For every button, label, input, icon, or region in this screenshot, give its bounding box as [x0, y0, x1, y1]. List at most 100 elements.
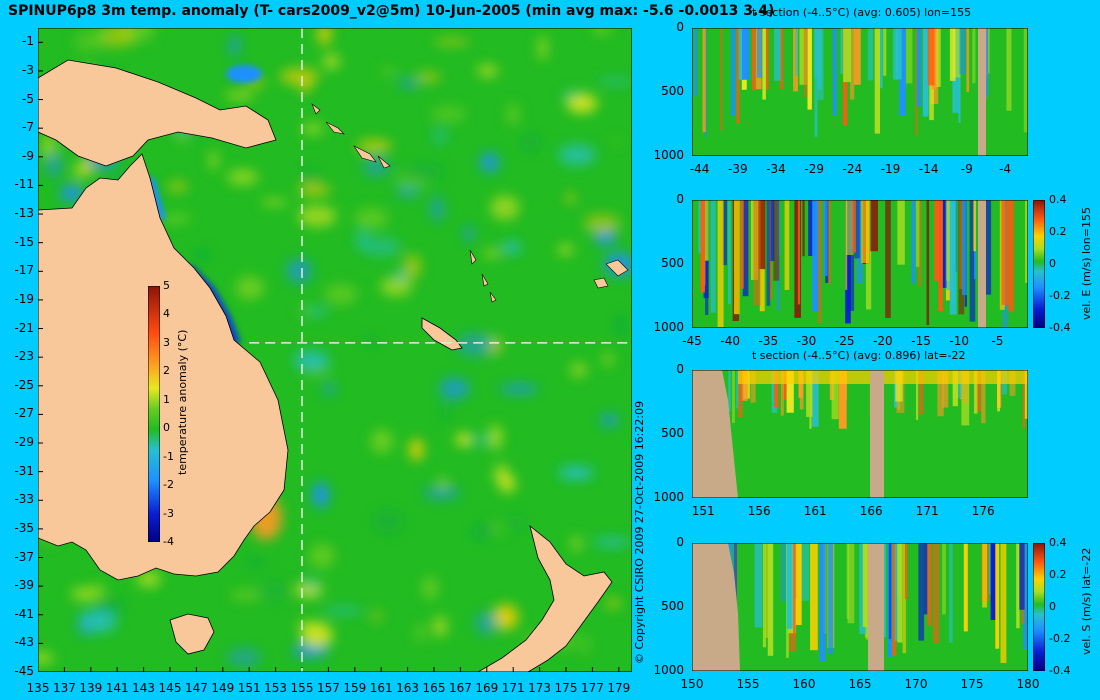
p3-y-tick-1: 500 [661, 426, 684, 440]
p2-y-tick-2: 1000 [653, 320, 684, 334]
map-lon-tick-2: 139 [79, 681, 103, 695]
p3-x-tick-2: 161 [803, 504, 827, 518]
p4-x-tick-3: 165 [848, 677, 872, 691]
map-lon-tick-17: 169 [475, 681, 499, 695]
map-lon-tick-22: 179 [607, 681, 631, 695]
p1-x-tick-6: -14 [918, 162, 939, 176]
map-lon-tick-8: 151 [237, 681, 261, 695]
p1-x-tick-7: -9 [960, 162, 973, 176]
p2-x-tick-5: -20 [873, 334, 893, 348]
p2-x-tick-3: -30 [796, 334, 817, 348]
p3-y-tick-2: 1000 [653, 490, 684, 504]
map-lat-tick-21: -43 [14, 635, 34, 650]
map-lon-tick-9: 153 [264, 681, 288, 695]
map-lon-tick-7: 149 [211, 681, 235, 695]
map-lat-tick-6: -13 [14, 206, 34, 221]
map-lon-tick-1: 137 [52, 681, 76, 695]
p3-x-tick-5: 176 [971, 504, 995, 518]
land-new-zealand [477, 524, 613, 672]
map-lon-tick-13: 161 [369, 681, 393, 695]
panel3-land-gap [870, 370, 884, 498]
p4-cbar-tick-2: 0 [1049, 600, 1056, 613]
p2-cbar-tick-3: -0.2 [1049, 289, 1071, 302]
land-solomon-islands [311, 103, 391, 169]
p4-x-tick-0: 150 [680, 677, 704, 691]
panel4-vel-south-section [692, 543, 1028, 671]
land-new-guinea [38, 59, 277, 167]
map-lon-tick-0: 135 [26, 681, 50, 695]
map-lon-tick-4: 143 [132, 681, 156, 695]
main-map [38, 28, 632, 672]
panel1-temp-section-lon [692, 28, 1028, 156]
map-lon-tick-5: 145 [158, 681, 182, 695]
colorbar-temperature-tick-5: 0 [163, 421, 170, 435]
page-title: SPINUP6p8 3m temp. anomaly (T- cars2009_… [8, 3, 775, 19]
colorbar-temperature-tick-6: -1 [163, 449, 174, 463]
colorbar-temperature-tick-9: -4 [163, 535, 174, 548]
map-lon-tick-16: 167 [448, 681, 472, 695]
map-lat-tick-8: -17 [14, 263, 34, 278]
map-lon-tick-11: 157 [316, 681, 340, 695]
colorbar-temperature-tick-7: -2 [163, 478, 174, 492]
map-lat-tick-19: -39 [14, 578, 34, 593]
p1-x-tick-5: -19 [880, 162, 901, 176]
p3-x-tick-0: 151 [691, 504, 715, 518]
map-lon-tick-15: 165 [422, 681, 446, 695]
panel1-title: t section (-4..5°C) (avg: 0.605) lon=155 [752, 6, 972, 19]
p4-x-tick-4: 170 [904, 677, 928, 691]
colorbar-temperature-label: temperature anomaly (°C) [176, 329, 189, 475]
p2-x-tick-7: -10 [949, 334, 970, 348]
p2-x-tick-8: -5 [991, 334, 1004, 348]
land-fiji [593, 259, 629, 289]
colorbar-temperature-tick-2: 3 [163, 335, 170, 349]
p3-y-tick-0: 0 [676, 362, 684, 376]
colorbar-temperature-tick-3: 2 [163, 364, 170, 378]
panel1-land-gap [978, 28, 986, 156]
panel4-land-shelf [692, 543, 740, 671]
copyright-text: © Copyright CSIRO 2009 27-Oct-2009 16:22… [633, 400, 646, 664]
colorbar-temperature-tick-8: -3 [163, 506, 174, 520]
map-lon-tick-10: 155 [290, 681, 314, 695]
p2-x-tick-1: -40 [720, 334, 740, 348]
p4-cbar-tick-4: -0.4 [1049, 664, 1071, 677]
land-tasmania [169, 613, 215, 655]
p1-x-tick-0: -44 [689, 162, 710, 176]
panel2-land-gap [978, 200, 986, 328]
p4-y-tick-1: 500 [661, 599, 684, 613]
p1-x-tick-4: -24 [842, 162, 863, 176]
map-lat-tick-20: -41 [14, 606, 34, 621]
land-vanuatu [469, 249, 497, 303]
map-lon-tick-3: 141 [105, 681, 129, 695]
p4-x-tick-2: 160 [792, 677, 816, 691]
map-lat-tick-11: -23 [14, 349, 34, 364]
map-lat-tick-15: -31 [14, 463, 34, 478]
panel2-vel-east-section [692, 200, 1028, 328]
p2-x-tick-2: -35 [758, 334, 779, 348]
p2-x-tick-6: -15 [911, 334, 931, 348]
p2-y-tick-0: 0 [676, 192, 684, 206]
colorbar-vel-south-label: vel. S (m/s) lat=-22 [1080, 547, 1093, 655]
map-lat-tick-13: -27 [14, 406, 34, 421]
map-lat-tick-17: -35 [14, 520, 34, 535]
map-lon-tick-14: 163 [396, 681, 420, 695]
panel3-land-shelf [692, 370, 738, 498]
colorbar-temperature-tick-1: 4 [163, 307, 170, 321]
map-lon-tick-18: 171 [501, 681, 525, 695]
p1-y-tick-1: 500 [661, 84, 684, 98]
p1-x-tick-1: -39 [728, 162, 748, 176]
map-lat-tick-12: -25 [14, 377, 34, 392]
map-lat-tick-1: -3 [22, 62, 34, 77]
p4-y-tick-2: 1000 [653, 663, 684, 677]
land-australia [38, 153, 289, 581]
p4-y-tick-0: 0 [676, 535, 684, 549]
map-lat-tick-9: -19 [14, 291, 34, 306]
map-lon-tick-21: 177 [580, 681, 604, 695]
map-lat-tick-7: -15 [14, 234, 34, 249]
p2-x-tick-4: -25 [834, 334, 855, 348]
colorbar-temperature-tick-0: 5 [163, 279, 170, 292]
map-lon-tick-6: 147 [184, 681, 208, 695]
land-new-caledonia [421, 317, 463, 351]
map-lat-tick-16: -33 [14, 492, 34, 507]
map-lat-tick-5: -11 [14, 177, 34, 192]
p2-y-tick-1: 500 [661, 256, 684, 270]
